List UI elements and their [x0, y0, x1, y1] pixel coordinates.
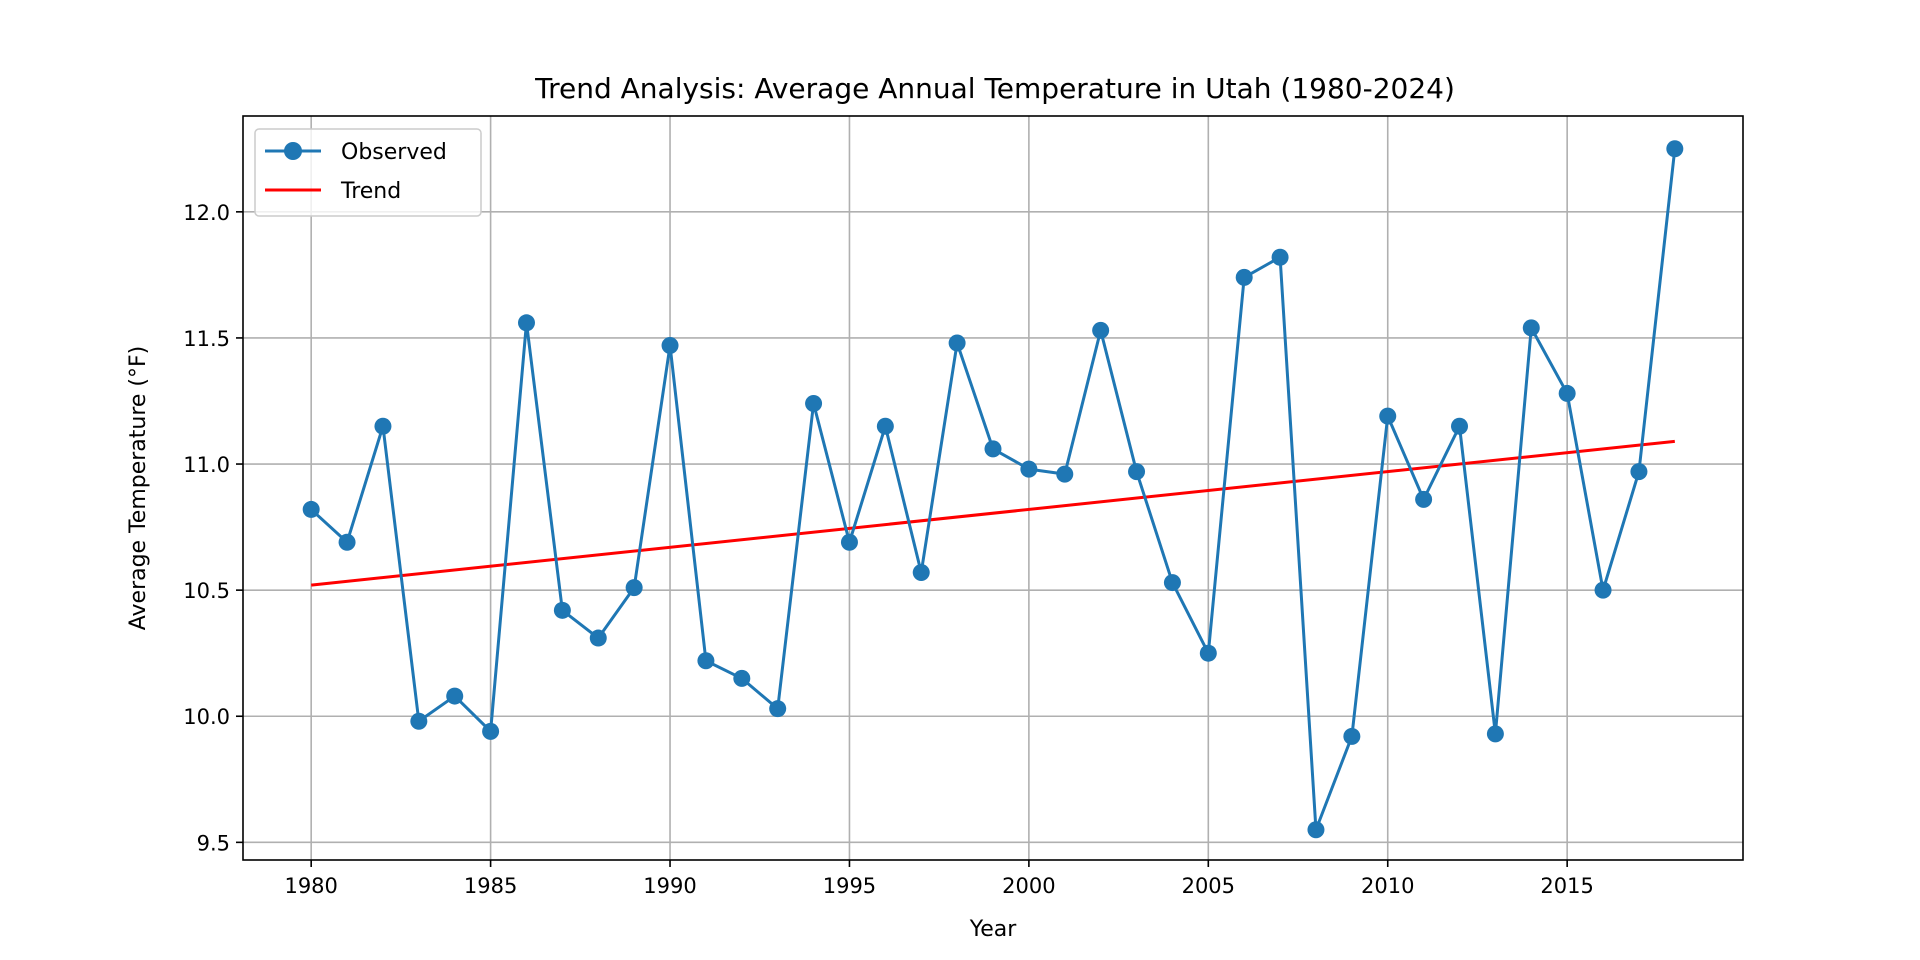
observed-point	[733, 669, 751, 687]
observed-point	[984, 440, 1002, 458]
x-axis-title: Year	[969, 917, 1018, 942]
observed-point	[840, 533, 858, 551]
legend: Observed Trend	[254, 128, 482, 217]
y-tick-label: 9.5	[197, 831, 230, 855]
observed-point	[1379, 407, 1397, 425]
observed-point	[769, 700, 787, 718]
observed-point	[1307, 821, 1325, 839]
x-tick-label: 1985	[464, 874, 517, 898]
observed-point	[589, 629, 607, 647]
observed-point	[1415, 490, 1433, 508]
observed-point	[1522, 319, 1540, 337]
observed-point	[1594, 581, 1612, 599]
observed-point	[1199, 644, 1217, 662]
observed-point	[1128, 463, 1146, 481]
x-axis: 1980 1985 1990 1995 2000 2005 2010 2015	[284, 860, 1594, 898]
x-tick-label: 2000	[1002, 874, 1055, 898]
y-axis: 9.5 10.0 10.5 11.0 11.5 12.0	[183, 201, 243, 855]
x-tick-label: 1995	[823, 874, 876, 898]
y-tick-label: 11.5	[183, 327, 230, 351]
observed-point	[302, 500, 320, 518]
observed-line	[310, 148, 1677, 832]
plot-area-frame	[242, 115, 1744, 861]
observed-point	[1092, 321, 1110, 339]
observed-point	[1630, 463, 1648, 481]
observed-point	[1666, 140, 1684, 158]
observed-point	[625, 579, 643, 597]
x-tick-label: 1990	[643, 874, 696, 898]
x-tick-label: 1980	[284, 874, 337, 898]
legend-observed-label: Observed	[341, 140, 447, 165]
observed-point	[374, 417, 392, 435]
observed-point	[661, 337, 679, 355]
x-tick-label: 2005	[1182, 874, 1235, 898]
y-axis-title: Average Temperature (°F)	[126, 346, 151, 631]
observed-point	[1020, 460, 1038, 478]
y-tick-label: 12.0	[183, 201, 230, 225]
observed-point	[1163, 574, 1181, 592]
observed-point	[553, 601, 571, 619]
observed-point	[912, 563, 930, 581]
observed-point	[482, 722, 500, 740]
legend-observed-marker	[284, 142, 302, 160]
legend-trend-label: Trend	[340, 179, 401, 204]
x-tick-label: 2010	[1361, 874, 1414, 898]
y-tick-label: 10.0	[183, 705, 230, 729]
trend-line	[311, 439, 1675, 587]
trend-series	[311, 439, 1675, 587]
observed-point	[1451, 417, 1469, 435]
observed-point	[1558, 384, 1576, 402]
observed-point	[1056, 465, 1074, 483]
observed-point	[517, 314, 535, 332]
observed-point	[1271, 248, 1289, 266]
observed-point	[1343, 727, 1361, 745]
observed-point	[876, 417, 894, 435]
chart-title: Trend Analysis: Average Annual Temperatu…	[534, 72, 1455, 105]
x-tick-label: 2015	[1540, 874, 1593, 898]
observed-point	[338, 533, 356, 551]
observed-point	[805, 395, 823, 413]
observed-point	[1486, 725, 1504, 743]
observed-point	[1235, 268, 1253, 286]
observed-point	[697, 652, 715, 670]
observed-series	[302, 140, 1684, 839]
y-tick-label: 11.0	[183, 453, 230, 477]
observed-point	[410, 712, 428, 730]
y-tick-label: 10.5	[183, 579, 230, 603]
observed-point	[446, 687, 464, 705]
observed-point	[948, 334, 966, 352]
